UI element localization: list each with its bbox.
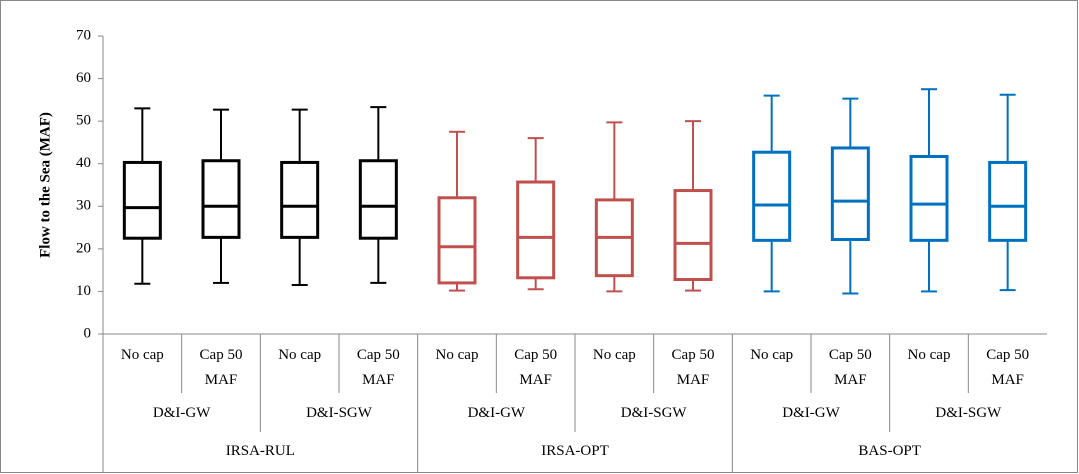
x-category-label: No cap — [750, 347, 794, 363]
x-group-label: D&I-GW — [152, 405, 211, 421]
x-category-label: Cap 50 MAF — [828, 347, 872, 388]
box — [673, 189, 713, 282]
y-tick-label: 10 — [76, 283, 91, 299]
box — [516, 180, 556, 280]
x-group-label: D&I-SGW — [935, 405, 1002, 421]
y-tick-label: 0 — [84, 325, 92, 341]
x-category-label: Cap 50 MAF — [356, 347, 400, 388]
y-tick-label: 60 — [76, 70, 91, 86]
x-category-label: No cap — [907, 347, 951, 363]
box — [122, 160, 162, 240]
x-category-label: Cap 50 MAF — [986, 347, 1030, 388]
box — [752, 150, 792, 242]
box — [201, 159, 241, 239]
x-category-label: Cap 50 MAF — [671, 347, 715, 388]
box — [437, 196, 477, 285]
x-supergroup-label: IRSA-RUL — [225, 443, 295, 459]
x-category-label: No cap — [592, 347, 636, 363]
x-category-label: No cap — [278, 347, 322, 363]
y-tick-label: 40 — [76, 155, 91, 171]
box — [909, 154, 949, 242]
x-group-label: D&I-GW — [467, 405, 526, 421]
box — [830, 146, 870, 241]
x-group-label: D&I-SGW — [620, 405, 687, 421]
x-category-label: No cap — [120, 347, 164, 363]
x-category-label: No cap — [435, 347, 479, 363]
x-category-label: Cap 50 MAF — [514, 347, 558, 388]
x-group-label: D&I-SGW — [306, 405, 372, 421]
x-category-label: Cap 50 MAF — [199, 347, 243, 388]
y-tick-label: 30 — [76, 198, 91, 214]
box — [280, 160, 320, 239]
x-group-label: D&I-GW — [782, 405, 840, 421]
x-supergroup-label: BAS-OPT — [858, 443, 921, 459]
x-supergroup-label: IRSA-OPT — [541, 443, 609, 459]
box — [358, 159, 398, 240]
y-tick-label: 20 — [76, 240, 91, 256]
y-tick-label: 70 — [76, 27, 91, 43]
y-tick-label: 50 — [76, 113, 91, 129]
y-axis-label: Flow to the Sea (MAF) — [37, 112, 53, 258]
box — [988, 160, 1028, 242]
